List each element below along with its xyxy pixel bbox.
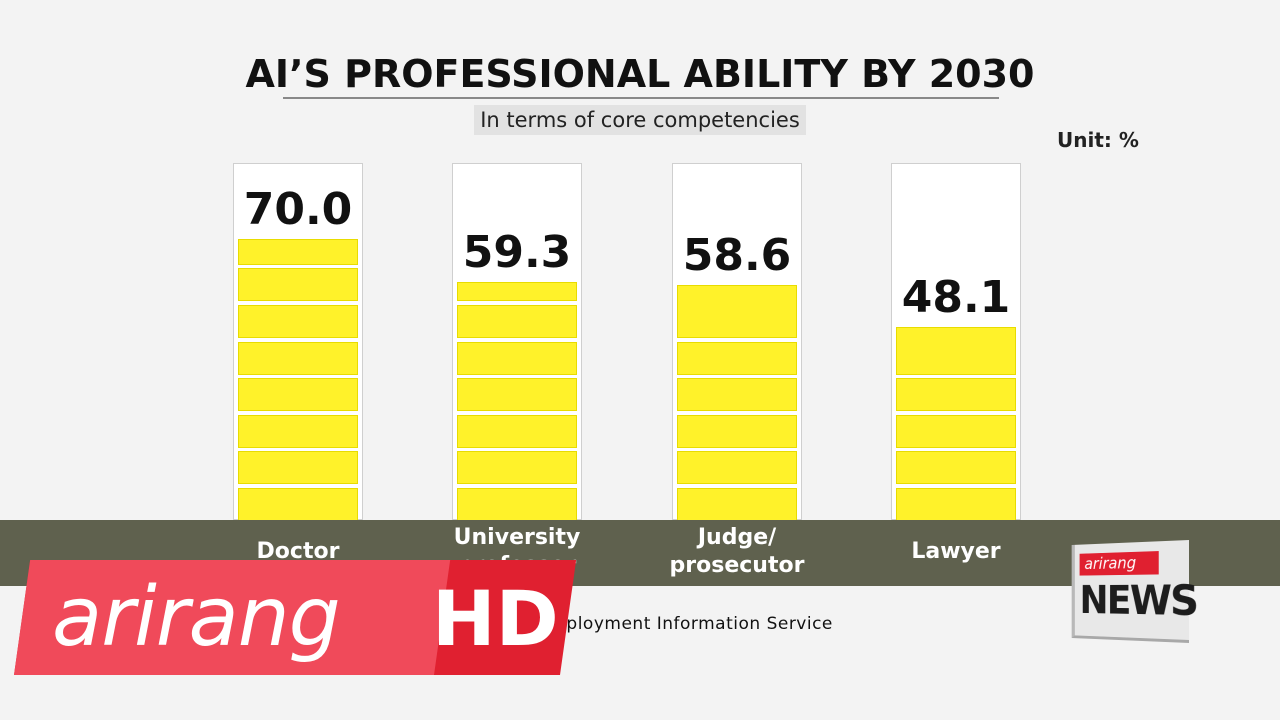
bar-segment (677, 414, 797, 448)
bar-column (672, 163, 802, 521)
bar-segment (457, 281, 577, 302)
bar-segment (238, 305, 358, 338)
title-underline (283, 97, 999, 99)
bar-segment (457, 451, 577, 485)
bar-value-label: 70.0 (243, 183, 353, 235)
bar-segment (457, 378, 577, 412)
category-label: Judge/prosecutor (669, 525, 805, 578)
bar-segment (238, 268, 358, 302)
news-wordmark: NEWS (1079, 575, 1198, 626)
bar-segment (896, 488, 1016, 521)
bar-segment (677, 378, 797, 412)
bar-column (452, 163, 582, 521)
bar-value-label: 59.3 (462, 226, 572, 278)
bar-segment (677, 341, 797, 375)
bar-segment (238, 488, 358, 521)
chart-subtitle: In terms of core competencies (474, 105, 806, 135)
bar-segment (896, 451, 1016, 485)
bar-segment (896, 414, 1016, 448)
bar-segment (896, 378, 1016, 412)
bar-segment (457, 414, 577, 448)
bar-value-label: 58.6 (682, 229, 792, 281)
logo-wordmark: arirang (52, 570, 341, 665)
bar-column (891, 163, 1021, 521)
bar-segment (238, 341, 358, 375)
bar-segment (457, 305, 577, 338)
bar-column (233, 163, 363, 521)
bar-segment (677, 451, 797, 485)
bar-segment (677, 488, 797, 521)
arirang-news-logo: arirang NEWS (1071, 540, 1197, 643)
bar-segment (896, 326, 1016, 375)
logo-hd-mark: HD (432, 574, 559, 663)
chart-title: AI’S PROFESSIONAL ABILITY BY 2030 (245, 52, 1035, 96)
bar-value-label: 48.1 (901, 271, 1011, 323)
bar-segment (457, 341, 577, 375)
bar-segment (677, 284, 797, 338)
category-label: Lawyer (911, 539, 1001, 564)
unit-label: Unit: % (1057, 128, 1139, 152)
news-brand-tag: arirang (1079, 551, 1159, 576)
category-label: Doctor (256, 539, 340, 564)
bar-segment (457, 488, 577, 521)
bar-segment (238, 451, 358, 485)
bar-segment (238, 238, 358, 265)
bar-segment (238, 378, 358, 412)
bar-segment (238, 414, 358, 448)
